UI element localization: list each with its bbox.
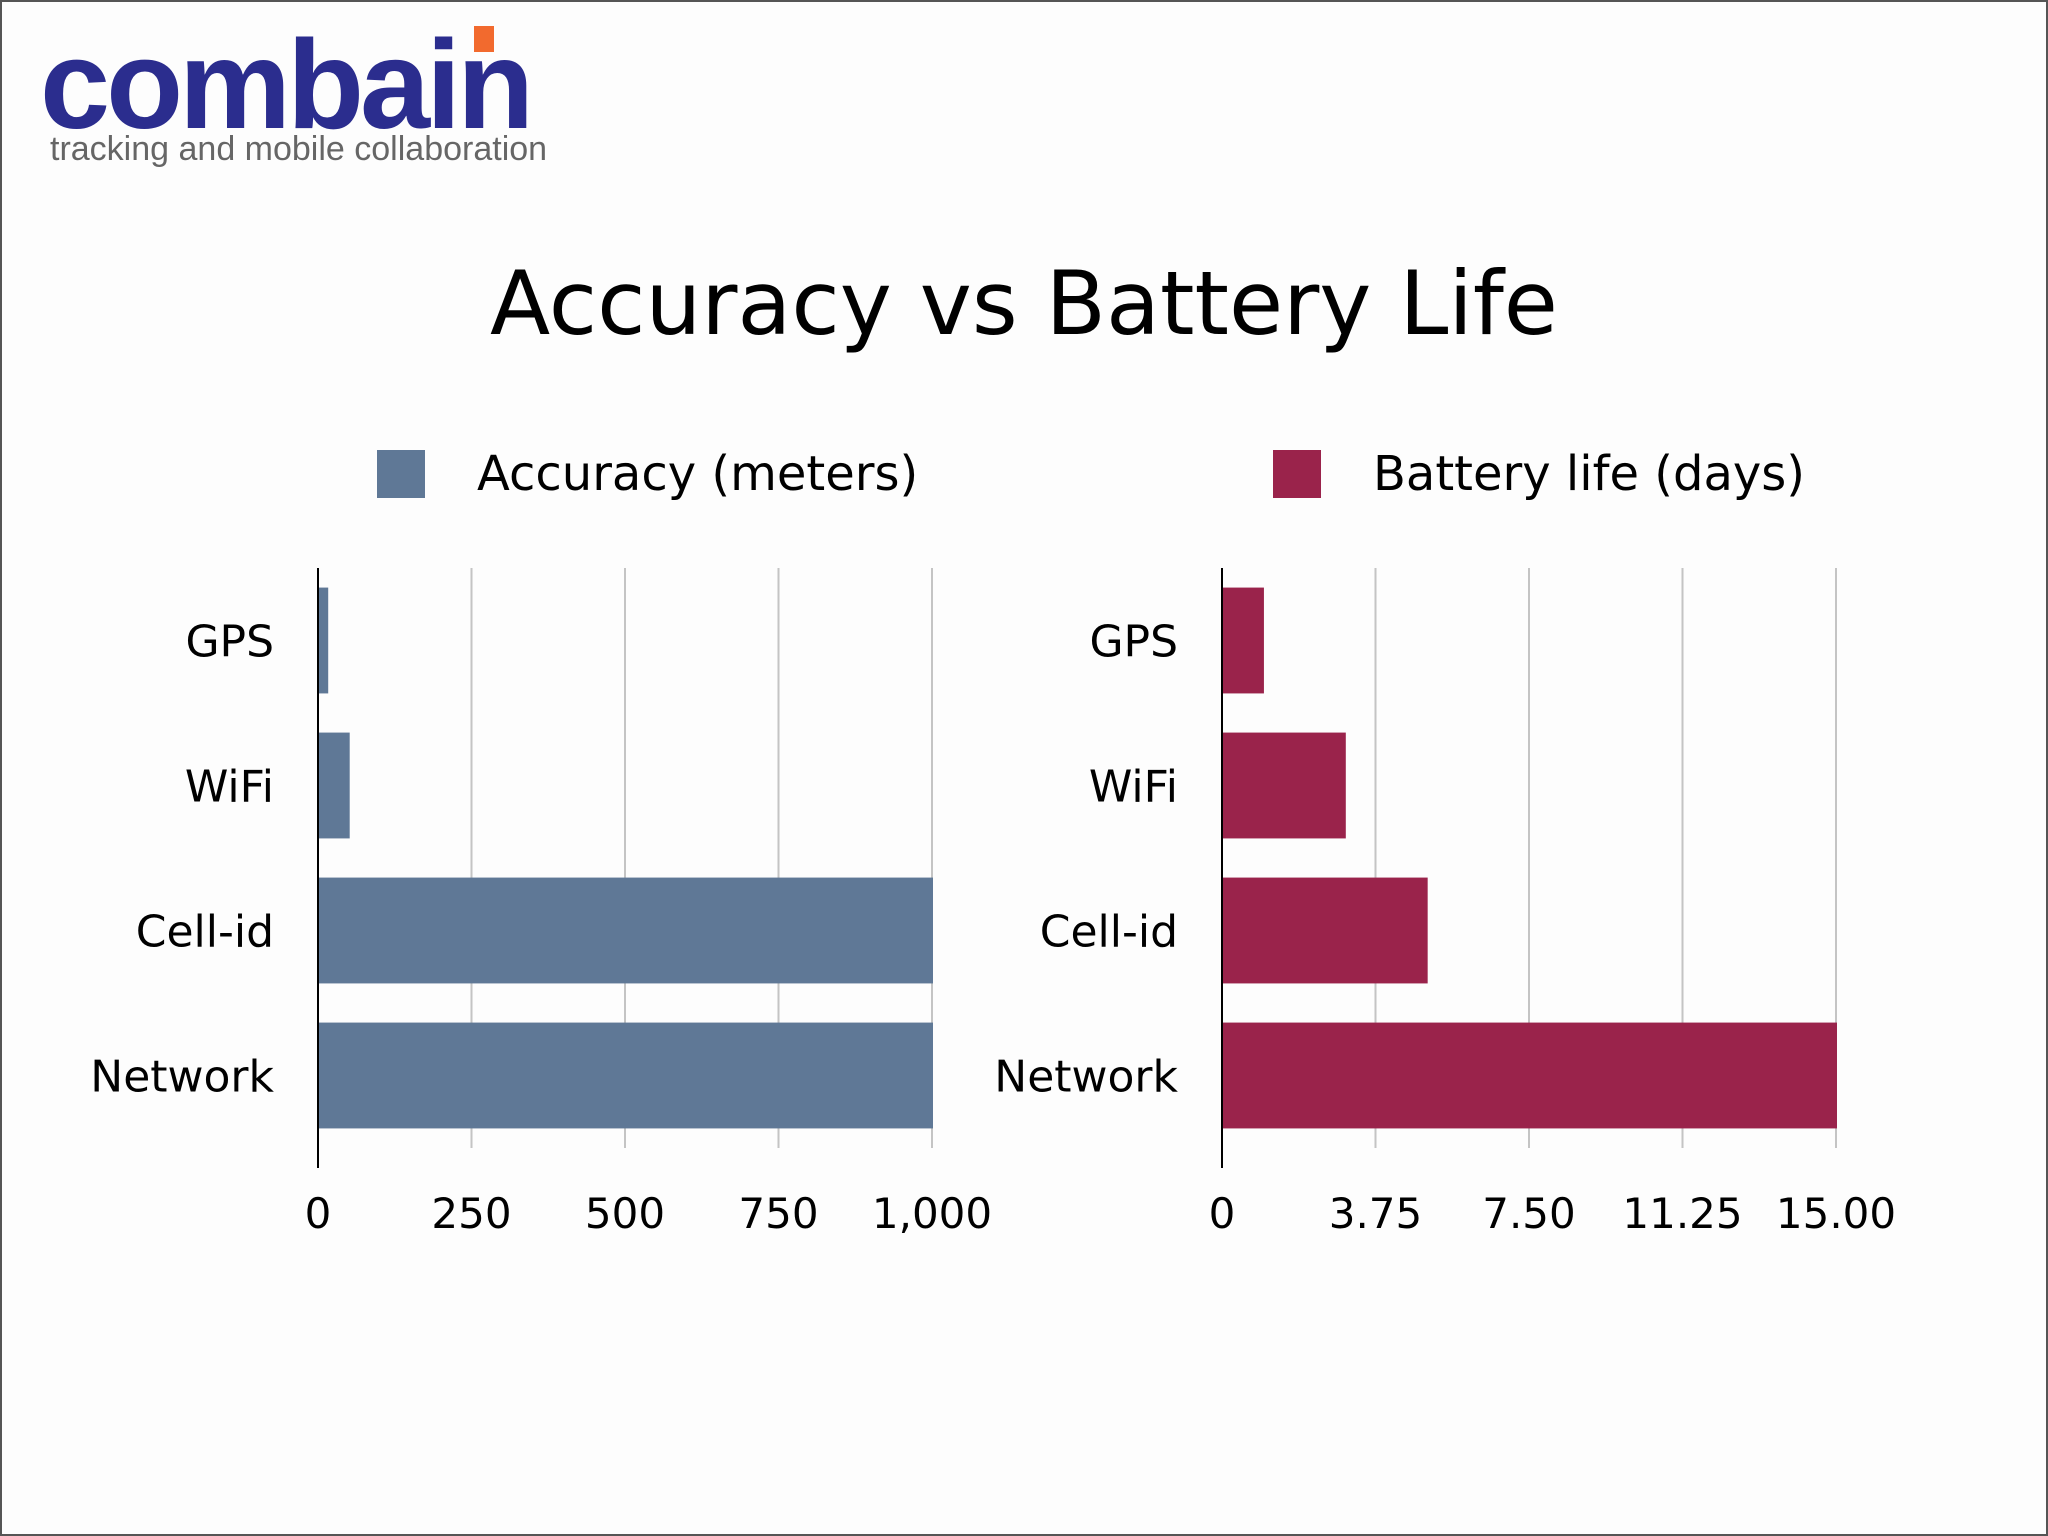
legend-battery: Battery life (days)	[1273, 446, 1833, 506]
battery-tick-label: 0	[1209, 1189, 1236, 1238]
slide-title: Accuracy vs Battery Life	[490, 252, 1558, 355]
logo-wordmark: combain	[40, 14, 534, 155]
battery-tick-label: 15.00	[1776, 1189, 1896, 1238]
legend-label-battery: Battery life (days)	[1373, 446, 1806, 502]
company-logo: combain tracking and mobile collaboratio…	[40, 22, 560, 172]
accuracy-tick-label: 250	[431, 1189, 511, 1238]
accuracy-category-label: Cell-id	[136, 907, 274, 958]
accuracy-tick-label: 0	[305, 1189, 332, 1238]
accuracy-tick-label: 1,000	[872, 1189, 992, 1238]
battery-category-label: Network	[994, 1052, 1178, 1103]
battery-tick-label: 7.50	[1482, 1189, 1576, 1238]
legend-swatch-accuracy	[377, 450, 425, 498]
accuracy-category-label: Network	[90, 1052, 274, 1103]
accuracy-tick-label: 500	[585, 1189, 665, 1238]
battery-category-label: GPS	[1089, 617, 1178, 668]
battery-tick-label: 3.75	[1329, 1189, 1423, 1238]
legend-accuracy: Accuracy (meters)	[377, 446, 937, 506]
battery-bar-wifi	[1223, 732, 1346, 839]
accuracy-bar-network	[319, 1022, 933, 1129]
legend-label-accuracy: Accuracy (meters)	[477, 446, 919, 502]
battery-bar-gps	[1223, 587, 1264, 694]
battery-category-label: Cell-id	[1040, 907, 1178, 958]
battery-tick-label: 11.25	[1622, 1189, 1742, 1238]
accuracy-bar-cell-id	[319, 877, 933, 984]
battery-bar-network	[1223, 1022, 1837, 1129]
accuracy-category-label: GPS	[185, 617, 274, 668]
battery-category-label: WiFi	[1089, 762, 1178, 813]
accuracy-bar-gps	[319, 587, 329, 694]
accuracy-bar-wifi	[319, 732, 350, 839]
logo-tagline: tracking and mobile collaboration	[50, 130, 548, 168]
legend-swatch-battery	[1273, 450, 1321, 498]
accuracy-category-label: WiFi	[185, 762, 274, 813]
accuracy-tick-label: 750	[738, 1189, 818, 1238]
battery-bar-cell-id	[1223, 877, 1428, 984]
logo-accent-mark	[474, 26, 494, 52]
